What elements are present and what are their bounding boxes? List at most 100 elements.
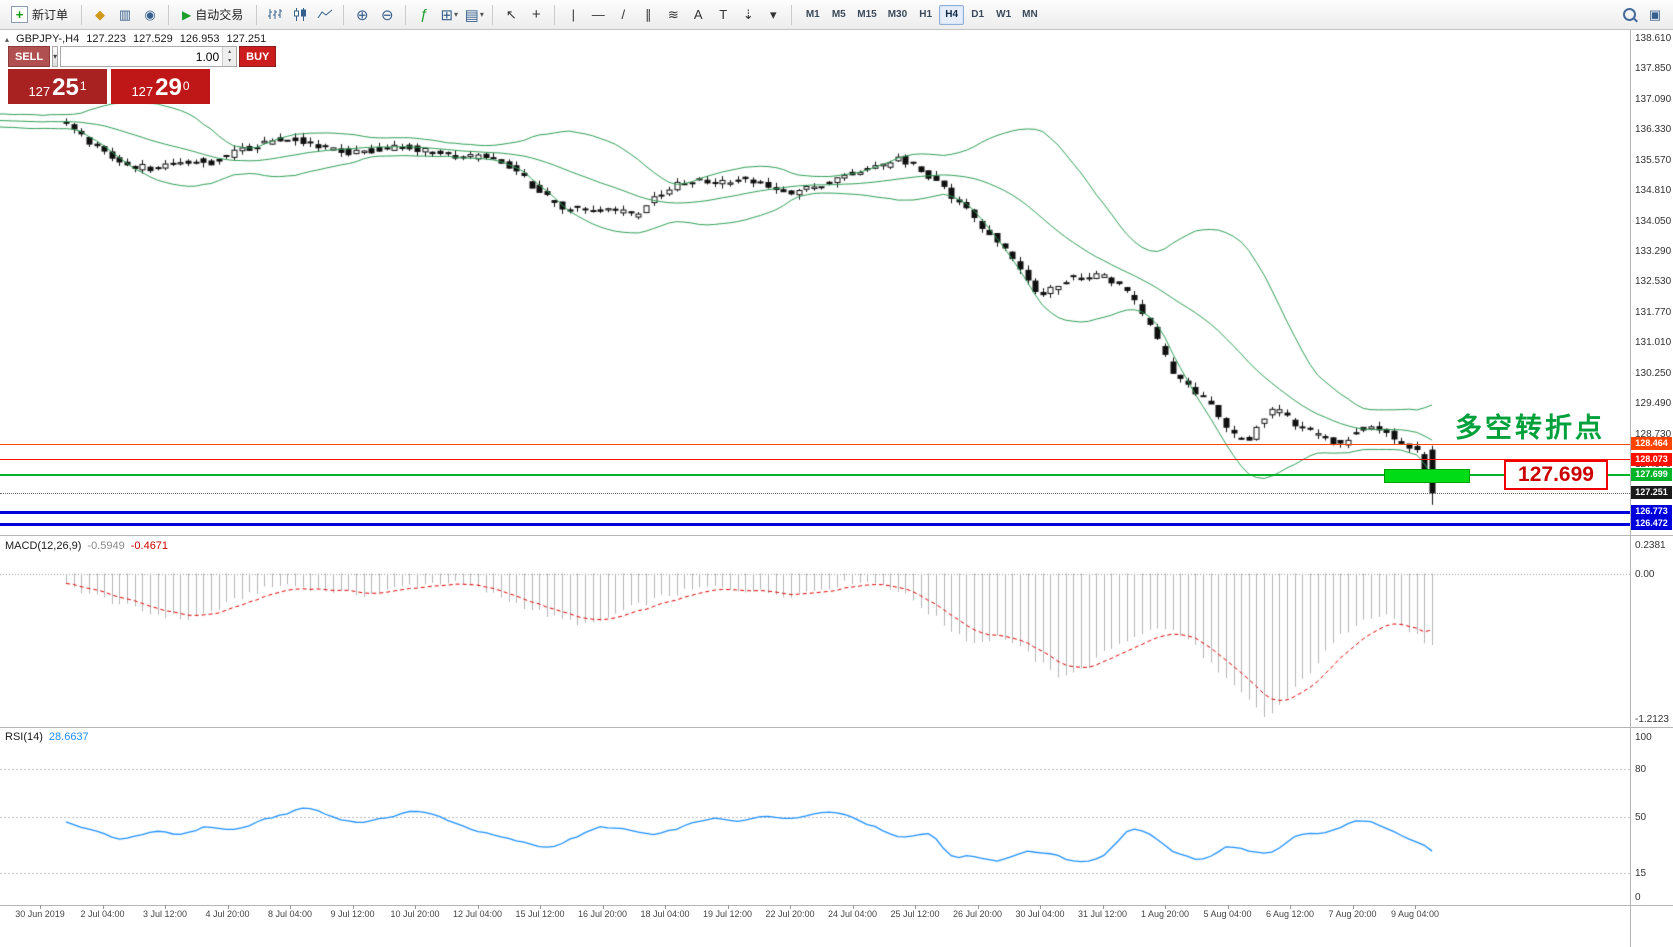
- time-axis-tick: [102, 905, 104, 909]
- price-axis-label: 138.610: [1635, 33, 1672, 44]
- rsi-scale-label: 50: [1635, 812, 1647, 823]
- auto-trading-button[interactable]: ▶ 自动交易: [175, 3, 250, 27]
- panel-separator-macd[interactable]: [0, 535, 1673, 536]
- price-level-line-127.699[interactable]: [0, 473, 1630, 476]
- new-order-label: 新订单: [32, 8, 69, 22]
- timeframe-button-m5[interactable]: M5: [826, 5, 851, 25]
- crosshair-icon[interactable]: +: [524, 3, 548, 27]
- time-axis-tick: [1102, 905, 1104, 909]
- buy-button[interactable]: BUY: [239, 46, 277, 67]
- ohlc-low: 126.953: [179, 33, 220, 45]
- volume-input[interactable]: [61, 47, 223, 66]
- channel-icon[interactable]: ∥: [636, 3, 660, 27]
- timeframe-button-m30[interactable]: M30: [883, 5, 912, 25]
- macd-chart[interactable]: [0, 537, 1630, 727]
- toolbar-separator: [554, 4, 556, 25]
- bar-chart-glyph: [268, 9, 283, 19]
- price-level-line-126.773[interactable]: [0, 510, 1630, 514]
- candlestick-chart-icon[interactable]: [288, 3, 312, 27]
- timeframe-button-m15[interactable]: M15: [852, 5, 881, 25]
- key-level-label[interactable]: 127.699: [1504, 459, 1608, 490]
- price-level-line-128.073[interactable]: [0, 459, 1630, 461]
- time-axis-tick: [1290, 905, 1291, 909]
- panel-separator-rsi[interactable]: [0, 727, 1673, 728]
- order-options-dropdown[interactable]: ▾: [52, 46, 59, 67]
- vertical-line-icon[interactable]: |: [561, 3, 585, 27]
- time-axis-tick: [1415, 905, 1416, 909]
- timeframe-button-h4[interactable]: H4: [939, 4, 965, 25]
- workspace-icon[interactable]: ▣: [1643, 3, 1667, 27]
- sell-price[interactable]: 127 25 1: [8, 69, 107, 104]
- time-axis-label: 5 Aug 04:00: [1203, 909, 1252, 919]
- data-window-icon[interactable]: ▥: [113, 3, 137, 27]
- price-level-line-127.251: [0, 492, 1630, 494]
- chart-region: ▴ GBPJPY-,H4 127.223 127.529 126.953 127…: [0, 30, 1673, 947]
- navigator-icon[interactable]: ◉: [138, 3, 162, 27]
- time-axis-label: 26 Jul 20:00: [952, 909, 1003, 919]
- bar-chart-icon[interactable]: [263, 3, 287, 27]
- time-axis-label: 15 Jul 12:00: [515, 909, 565, 919]
- volume-spinner: ▴ ▾: [222, 47, 237, 66]
- macd-scale-label: -1.2123: [1635, 714, 1669, 726]
- time-axis-tick: [290, 905, 291, 909]
- timeframe-button-mn[interactable]: MN: [1017, 5, 1043, 25]
- timeframe-button-h1[interactable]: H1: [913, 5, 938, 25]
- price-axis-tag-127.699: 127.699: [1631, 467, 1672, 481]
- trendline-icon[interactable]: /: [611, 3, 635, 27]
- magnifier-glyph: [1622, 8, 1636, 21]
- turning-point-highlight[interactable]: [1384, 468, 1470, 483]
- arrows-icon[interactable]: ⇣: [736, 3, 760, 27]
- text-label-icon[interactable]: T: [711, 3, 735, 27]
- time-axis-tick: [1352, 905, 1354, 909]
- price-level-line-126.472[interactable]: [0, 522, 1630, 526]
- rsi-scale-label: 0: [1635, 892, 1641, 903]
- time-axis-label: 9 Jul 12:00: [330, 909, 375, 919]
- zoom-in-icon[interactable]: ⊕: [350, 3, 374, 27]
- buy-price[interactable]: 127 29 0: [111, 69, 210, 104]
- timeframe-button-m1[interactable]: M1: [800, 5, 825, 25]
- ohlc-high: 127.529: [132, 33, 173, 45]
- sell-price-big: 127: [28, 84, 51, 100]
- time-axis-label: 24 Jul 04:00: [827, 909, 878, 919]
- price-axis-label: 129.490: [1635, 398, 1672, 410]
- price-level-line-128.464[interactable]: [0, 443, 1630, 445]
- market-watch-icon[interactable]: ◆: [88, 3, 112, 27]
- candlestick-chart[interactable]: [0, 30, 1630, 535]
- cursor-icon[interactable]: ↖: [499, 3, 523, 27]
- turning-point-annotation[interactable]: 多空转折点: [1455, 413, 1605, 443]
- timeframe-button-w1[interactable]: W1: [991, 5, 1016, 25]
- chevron-down-icon: ▾: [454, 10, 459, 19]
- symbol-marker-icon: ▴: [5, 34, 10, 44]
- timeframe-toolbar: M1 M5 M15 M30 H1 H4 D1 W1 MN: [800, 4, 1043, 25]
- search-icon[interactable]: [1617, 3, 1641, 27]
- new-order-button[interactable]: + 新订单: [4, 3, 75, 27]
- volume-up-button[interactable]: ▴: [223, 47, 237, 57]
- price-axis-tag-126.773: 126.773: [1631, 505, 1672, 519]
- rsi-chart[interactable]: [0, 729, 1630, 905]
- line-chart-glyph: [317, 9, 333, 19]
- price-axis-tag-128.464: 128.464: [1631, 437, 1672, 451]
- macd-main-value: -0.5949: [87, 540, 125, 552]
- new-chart-icon[interactable]: ⊞ ▾: [437, 3, 461, 27]
- symbol-timeframe: GBPJPY-,H4: [16, 33, 80, 45]
- sell-price-pips: 25: [52, 74, 79, 102]
- time-axis-label: 18 Jul 04:00: [640, 909, 690, 919]
- macd-scale-label: 0.2381: [1635, 540, 1666, 552]
- sell-button[interactable]: SELL: [8, 46, 51, 67]
- time-axis-tick: [727, 905, 729, 909]
- indicators-icon[interactable]: ƒ: [412, 3, 436, 27]
- horizontal-line-icon[interactable]: —: [586, 3, 610, 27]
- buy-price-big: 127: [131, 84, 154, 100]
- time-axis-tick: [352, 905, 354, 909]
- line-chart-icon[interactable]: [313, 3, 337, 27]
- price-axis-separator[interactable]: [1630, 30, 1631, 947]
- more-tools-icon[interactable]: ▾: [761, 3, 785, 27]
- fibonacci-icon[interactable]: ≋: [661, 3, 685, 27]
- profiles-icon[interactable]: ▤ ▾: [462, 3, 486, 27]
- volume-down-button[interactable]: ▾: [223, 56, 237, 66]
- text-icon[interactable]: A: [686, 3, 710, 27]
- time-axis-tick: [1040, 905, 1041, 909]
- macd-signal-value: -0.4671: [130, 540, 169, 552]
- zoom-out-icon[interactable]: ⊖: [375, 3, 399, 27]
- timeframe-button-d1[interactable]: D1: [965, 5, 990, 25]
